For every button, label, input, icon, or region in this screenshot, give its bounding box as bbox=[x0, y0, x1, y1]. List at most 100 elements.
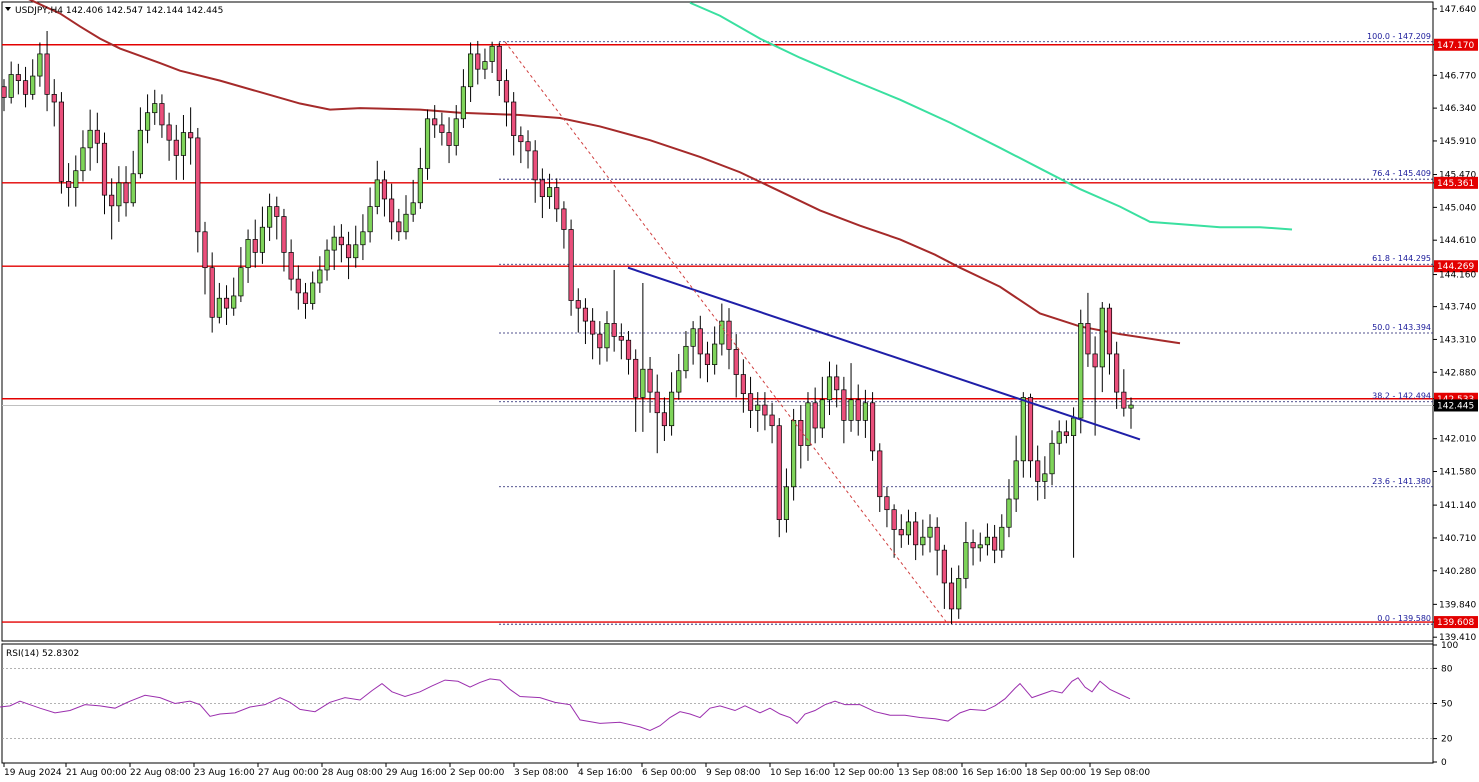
fib-label-6: 0.0 - 139.580 bbox=[1377, 614, 1431, 623]
candle-body bbox=[403, 213, 409, 233]
price-tick-9: 144.269 bbox=[1433, 260, 1478, 273]
candle-body bbox=[317, 269, 323, 284]
candle-121 bbox=[870, 392, 876, 461]
candle-75 bbox=[539, 168, 545, 219]
candle-body bbox=[396, 221, 402, 233]
candle-39 bbox=[281, 208, 287, 272]
candle-150 bbox=[1078, 309, 1084, 434]
candle-56 bbox=[403, 195, 409, 240]
candle-130 bbox=[934, 517, 940, 576]
candle-101 bbox=[726, 308, 732, 370]
candle-body bbox=[669, 391, 675, 427]
rsi-tick-label-4: 0 bbox=[1441, 758, 1447, 768]
price-tick-17: 141.580 bbox=[1433, 468, 1476, 478]
candle-52 bbox=[374, 160, 380, 215]
time-tick-label-17: 19 Sep 08:00 bbox=[1090, 768, 1150, 778]
candle-body bbox=[654, 391, 660, 414]
candle-81 bbox=[582, 298, 589, 345]
price-tick-label: 143.740 bbox=[1439, 303, 1476, 313]
time-tick-label-2: 22 Aug 08:00 bbox=[130, 768, 191, 778]
candle-body bbox=[647, 368, 653, 393]
candle-16 bbox=[116, 166, 122, 222]
moving-averages bbox=[28, 0, 1293, 345]
candle-127 bbox=[913, 511, 919, 561]
candle-body bbox=[274, 206, 280, 217]
candle-body bbox=[625, 339, 632, 360]
candle-body bbox=[618, 336, 624, 341]
candle-body bbox=[855, 399, 861, 421]
candle-45 bbox=[324, 239, 330, 281]
candle-107 bbox=[769, 402, 775, 444]
candle-body bbox=[223, 297, 230, 309]
candle-body bbox=[891, 509, 897, 530]
price-tick-16: 142.010 bbox=[1433, 435, 1476, 445]
rsi-title: RSI(14) 52.8302 bbox=[6, 649, 79, 659]
candle-body bbox=[561, 208, 567, 230]
candle-body bbox=[546, 187, 553, 198]
candle-body bbox=[1114, 353, 1120, 393]
candle-body bbox=[791, 420, 797, 488]
candle-51 bbox=[367, 187, 373, 243]
candle-body bbox=[511, 101, 517, 136]
candle-21 bbox=[152, 89, 158, 125]
candle-27 bbox=[195, 127, 201, 253]
candle-154 bbox=[1106, 303, 1113, 375]
candle-90 bbox=[647, 357, 653, 413]
price-tick-22: 139.608 bbox=[1433, 616, 1478, 629]
time-axis: 19 Aug 2024 21 Aug 00:00 22 Aug 08:00 23 Au… bbox=[3, 763, 1150, 778]
candle-body bbox=[920, 536, 926, 546]
candle-129 bbox=[927, 514, 933, 553]
candle-2 bbox=[15, 63, 21, 95]
candle-61 bbox=[439, 112, 445, 146]
price-tick-12: 143.310 bbox=[1433, 335, 1476, 345]
candle-body bbox=[453, 118, 459, 146]
time-tick-label-15: 16 Sep 16:00 bbox=[962, 768, 1022, 778]
candle-95 bbox=[683, 331, 689, 379]
candle-body bbox=[740, 374, 746, 394]
price-tick-label: 140.710 bbox=[1439, 534, 1476, 544]
candle-body bbox=[704, 353, 711, 365]
candle-body bbox=[144, 112, 151, 131]
candle-body bbox=[948, 582, 955, 610]
candle-104 bbox=[747, 376, 754, 428]
candle-126 bbox=[905, 509, 912, 545]
collapse-arrow-icon[interactable] bbox=[5, 7, 11, 11]
candle-146 bbox=[1049, 430, 1055, 486]
candle-120 bbox=[862, 389, 868, 438]
candle-body bbox=[15, 74, 21, 81]
candle-body bbox=[302, 292, 309, 304]
candle-85 bbox=[611, 269, 617, 352]
price-tag-box bbox=[1434, 616, 1478, 629]
candle-100 bbox=[719, 303, 725, 356]
candle-65 bbox=[468, 42, 474, 103]
ma-long-line bbox=[689, 1, 1293, 231]
candle-84 bbox=[604, 311, 610, 362]
candle-body bbox=[209, 267, 215, 318]
candle-111 bbox=[798, 405, 804, 469]
candle-38 bbox=[274, 196, 280, 240]
candle-body bbox=[812, 402, 818, 429]
candle-body bbox=[30, 75, 36, 95]
candle-body bbox=[439, 124, 445, 133]
candle-body bbox=[345, 244, 352, 259]
candle-33 bbox=[238, 247, 244, 303]
candle-body bbox=[525, 141, 531, 152]
candle-body bbox=[597, 333, 603, 349]
candle-body bbox=[432, 118, 438, 126]
candle-62 bbox=[446, 117, 452, 164]
candle-body bbox=[51, 94, 57, 103]
candle-98 bbox=[704, 341, 711, 383]
candle-body bbox=[58, 101, 65, 182]
candle-body bbox=[73, 170, 79, 188]
candle-body bbox=[123, 182, 129, 204]
time-tick-label-14: 13 Sep 08:00 bbox=[898, 768, 958, 778]
candle-body bbox=[8, 74, 14, 98]
time-tick-label-8: 3 Sep 08:00 bbox=[514, 768, 569, 778]
candle-138 bbox=[992, 524, 998, 564]
candle-body bbox=[862, 402, 868, 421]
candle-body bbox=[898, 529, 904, 536]
candle-body bbox=[482, 61, 488, 70]
candle-103 bbox=[740, 359, 746, 413]
candle-31 bbox=[223, 285, 230, 325]
candle-13 bbox=[94, 112, 100, 164]
